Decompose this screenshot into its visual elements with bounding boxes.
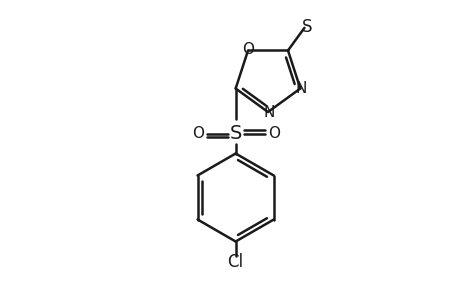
Text: N: N [295, 81, 306, 96]
Text: S: S [229, 124, 241, 143]
Text: O: O [267, 126, 279, 141]
Text: Cl: Cl [227, 253, 243, 271]
Text: N: N [263, 104, 274, 119]
Text: O: O [241, 42, 253, 57]
Text: S: S [302, 18, 312, 36]
Text: O: O [191, 126, 203, 141]
